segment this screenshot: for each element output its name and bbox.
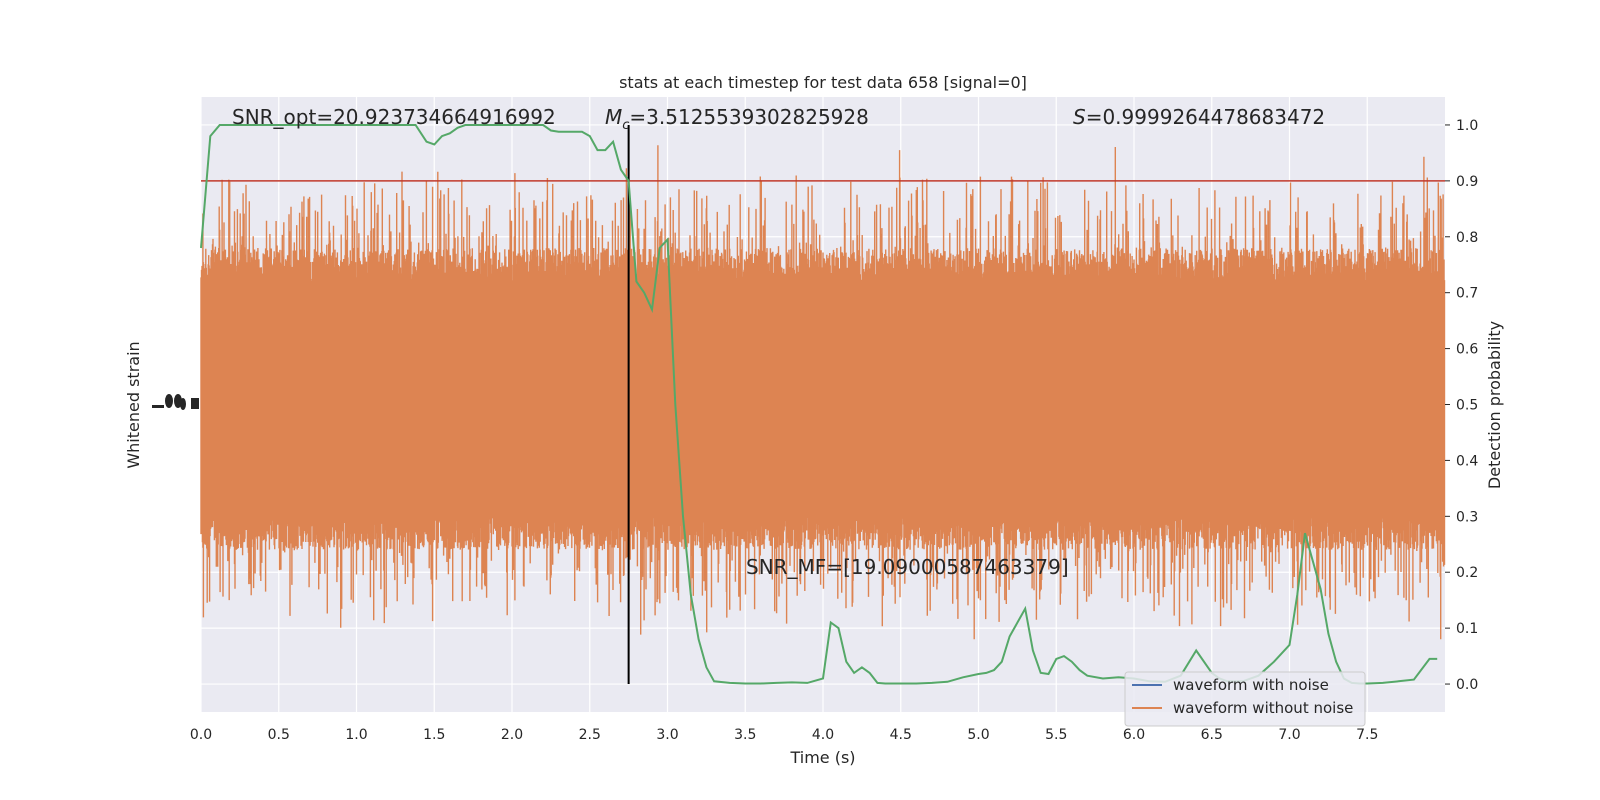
- left-tick-blob: [191, 398, 199, 409]
- y-tick-label: 0.2: [1456, 565, 1478, 581]
- y-axis-label-left: Whitened strain: [124, 341, 143, 468]
- x-tick-label: 5.0: [967, 727, 989, 743]
- left-axis-overlapping-ticks: [152, 394, 199, 410]
- y-axis-label-right: Detection probability: [1485, 321, 1504, 489]
- annotation-snr-mf: SNR_MF=[19.09000587463379]: [746, 555, 1069, 579]
- y-tick-label: 0.3: [1456, 509, 1478, 525]
- legend-label-with-noise: waveform with noise: [1173, 676, 1329, 694]
- y-tick-label: 1.0: [1456, 118, 1478, 134]
- y-tick-label: 0.4: [1456, 453, 1478, 469]
- x-tick-label: 5.5: [1045, 727, 1067, 743]
- annotation-mc-value: =3.5125539302825928: [629, 105, 868, 129]
- legend-label-without-noise: waveform without noise: [1173, 699, 1353, 717]
- y-tick-label: 0.9: [1456, 174, 1478, 190]
- waveform-traces: [200, 145, 1446, 640]
- x-tick-label: 1.5: [423, 727, 445, 743]
- annotation-s: S=0.9999264478683472: [1073, 105, 1325, 129]
- y-tick-label: 0.8: [1456, 230, 1478, 246]
- x-axis-ticks: 0.0 0.5 1.0 1.5 2.0 2.5 3.0 3.5 4.0 4.5 5.0 5.5 6.0 6…: [190, 727, 1379, 743]
- x-tick-label: 3.5: [734, 727, 756, 743]
- y-tick-label: 0.5: [1456, 398, 1478, 414]
- y-tick-label: 0.1: [1456, 621, 1478, 637]
- x-tick-label: 7.0: [1278, 727, 1300, 743]
- x-tick-label: 4.5: [890, 727, 912, 743]
- x-tick-label: 2.5: [579, 727, 601, 743]
- x-tick-label: 0.0: [190, 727, 212, 743]
- y-tick-label: 0.7: [1456, 286, 1478, 302]
- annotation-mc: Mc=3.5125539302825928: [605, 105, 869, 133]
- legend: waveform with noise waveform without noi…: [1124, 671, 1366, 727]
- y-tick-label: 0.6: [1456, 342, 1478, 358]
- legend-box: [1124, 671, 1366, 727]
- x-tick-label: 7.5: [1356, 727, 1378, 743]
- x-tick-label: 3.0: [656, 727, 678, 743]
- annotation-s-symbol: S: [1073, 105, 1086, 129]
- chart-title: stats at each timestep for test data 658…: [619, 73, 1027, 92]
- x-tick-label: 2.0: [501, 727, 523, 743]
- x-tick-label: 6.0: [1123, 727, 1145, 743]
- left-tick-blob: [180, 398, 186, 410]
- x-tick-label: 6.5: [1201, 727, 1223, 743]
- x-axis-label: Time (s): [789, 748, 855, 767]
- left-tick-blob: [165, 394, 173, 408]
- left-tick-blob: [174, 394, 182, 408]
- x-tick-label: 0.5: [268, 727, 290, 743]
- x-tick-label: 4.0: [812, 727, 834, 743]
- x-tick-label: 1.0: [345, 727, 367, 743]
- y-tick-label: 0.0: [1456, 677, 1478, 693]
- annotation-mc-symbol: M: [605, 105, 622, 129]
- y-axis-ticks-right: 0.0 0.1 0.2 0.3 0.4 0.5 0.6 0.7 0.8 0.9 1.0: [1445, 118, 1478, 693]
- annotation-snr-opt: SNR_opt=20.923734664916992: [232, 105, 556, 129]
- waveform-without-noise-lower: [200, 404, 1446, 640]
- annotation-mc-subscript: c: [622, 118, 629, 133]
- left-tick-blob: [152, 405, 164, 408]
- annotation-s-value: =0.9999264478683472: [1086, 105, 1325, 129]
- waveform-without-noise-upper: [200, 145, 1446, 405]
